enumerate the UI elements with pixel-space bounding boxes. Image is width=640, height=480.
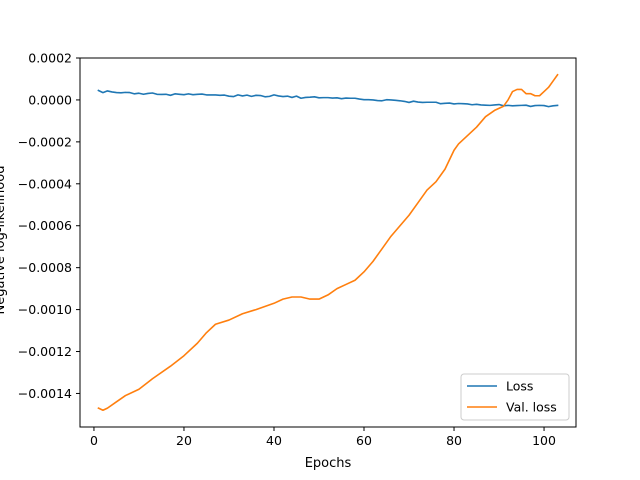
series-line-loss [97, 89, 559, 108]
y-axis-label: Negative log-likelihood [0, 166, 8, 315]
y-tick-label: −0.0008 [18, 260, 72, 275]
legend-label-loss: Loss [506, 379, 533, 394]
x-tick-label: 40 [266, 433, 282, 448]
tick-marks: 0 20 40 60 80 100 0.0002 0.0000 −0.0002 −0.0004 −0… [18, 51, 556, 449]
legend: Loss Val. loss [460, 373, 570, 421]
y-tick-label: 0.0002 [28, 51, 72, 66]
plot-lines [97, 73, 559, 412]
y-tick-label: −0.0014 [18, 386, 72, 401]
y-tick-label: 0.0000 [28, 92, 72, 107]
y-tick-label: −0.0012 [18, 344, 72, 359]
plot-frame [79, 57, 577, 428]
y-tick-label: −0.0010 [18, 302, 72, 317]
series-line-val-loss [97, 73, 559, 412]
y-tick-label: −0.0004 [18, 176, 72, 191]
x-tick-label: 60 [356, 433, 372, 448]
x-tick-label: 80 [446, 433, 462, 448]
y-tick-label: −0.0002 [18, 134, 72, 149]
axes [79, 57, 577, 428]
y-tick-label: −0.0006 [18, 218, 72, 233]
legend-label-val-loss: Val. loss [506, 400, 557, 415]
x-tick-label: 100 [532, 433, 556, 448]
x-tick-label: 20 [176, 433, 192, 448]
x-tick-label: 0 [90, 433, 98, 448]
x-axis-label: Epochs [305, 456, 352, 471]
